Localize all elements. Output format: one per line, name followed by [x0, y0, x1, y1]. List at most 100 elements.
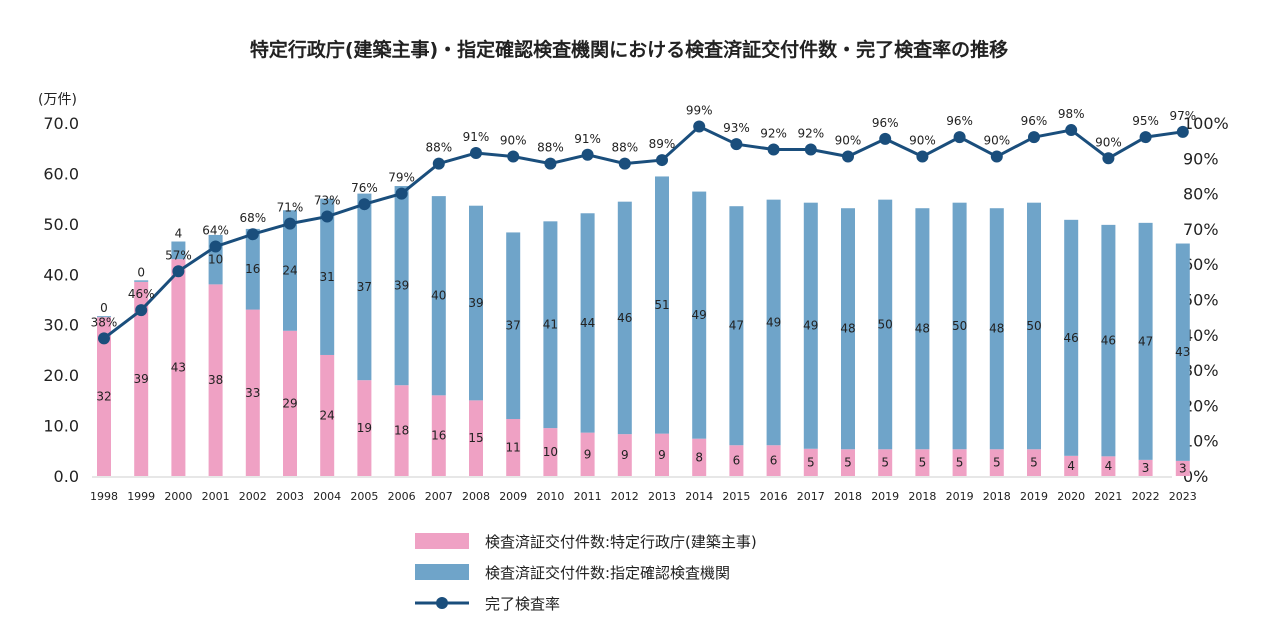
bar-shitei-label: 37	[357, 280, 372, 294]
x-tick-label: 2002	[239, 490, 267, 503]
rate-point	[1028, 131, 1040, 144]
rate-label: 97%	[1169, 109, 1196, 123]
bar-gyosei-label: 43	[171, 361, 186, 375]
bar-gyosei-label: 39	[134, 372, 149, 386]
bar-gyosei-label: 24	[320, 408, 335, 422]
chart-title: 特定行政庁(建築主事)・指定確認検査機関における検査済証交付件数・完了検査率の推…	[250, 38, 1008, 61]
bar-gyosei	[394, 385, 409, 476]
rate-label: 93%	[723, 121, 750, 135]
bar-gyosei	[617, 434, 632, 476]
bar-gyosei	[208, 284, 223, 476]
rate-point	[358, 198, 371, 211]
bar-gyosei-label: 11	[506, 441, 521, 455]
y-tick-label: 20.0	[43, 366, 79, 385]
x-tick-label: 2021	[1094, 490, 1122, 503]
bar-shitei	[766, 199, 781, 446]
rate-point	[842, 150, 854, 163]
rate-label: 88%	[425, 141, 452, 155]
legend-label-gyosei: 検査済証交付件数:特定行政庁(建築主事)	[485, 533, 757, 551]
x-tick-label: 2011	[574, 490, 602, 503]
x-tick-label: 2018	[983, 490, 1011, 503]
bar-shitei	[692, 191, 707, 439]
rate-point	[470, 147, 482, 160]
rate-label: 90%	[500, 134, 527, 148]
y-tick-label: 50.0	[43, 215, 79, 234]
rate-point	[98, 332, 110, 345]
bar-shitei-label: 48	[840, 322, 855, 336]
bar-shitei	[431, 196, 446, 396]
x-tick-label: 2013	[648, 490, 676, 503]
bar-gyosei	[431, 395, 446, 476]
bar-shitei	[989, 208, 1004, 450]
rate-label: 79%	[388, 171, 415, 185]
bar-gyosei	[1027, 449, 1041, 476]
bar-gyosei-label: 4	[1067, 459, 1075, 473]
bar-shitei-label: 24	[282, 264, 297, 278]
bar-shitei	[134, 280, 149, 282]
rate-point	[990, 150, 1003, 163]
bar-shitei	[283, 210, 297, 331]
y2-tick-label: 20%	[1183, 396, 1219, 415]
rate-line	[103, 124, 1184, 340]
legend-label-rate: 完了検査率	[485, 595, 560, 613]
bar-gyosei	[245, 309, 260, 476]
rate-point	[544, 157, 557, 170]
bar-shitei	[1101, 224, 1116, 457]
bar-gyosei-label: 8	[695, 450, 703, 464]
bar-gyosei-label: 15	[468, 431, 483, 445]
rate-label: 64%	[202, 224, 229, 238]
bar-gyosei-label: 3	[1179, 461, 1187, 475]
bar-shitei-label: 39	[468, 296, 483, 310]
y2-tick-label: 30%	[1183, 361, 1219, 380]
bar-shitei-label: 0	[137, 265, 145, 279]
rate-label: 91%	[463, 130, 490, 144]
bar-shitei-label: 51	[654, 298, 669, 312]
rate-label: 73%	[314, 194, 341, 208]
rate-point	[916, 150, 929, 163]
x-tick-label: 2023	[1169, 490, 1197, 503]
bar-gyosei	[952, 449, 967, 476]
bar-shitei-label: 48	[989, 322, 1004, 336]
bar-shitei-label: 50	[1026, 319, 1041, 333]
rate-label: 57%	[165, 248, 192, 262]
bar-gyosei	[989, 449, 1004, 476]
bar-gyosei	[841, 449, 855, 476]
bar-gyosei	[171, 259, 186, 476]
rate-label: 38%	[91, 315, 118, 329]
rate-point	[507, 150, 520, 163]
rate-point	[618, 157, 631, 170]
bar-shitei	[171, 241, 186, 260]
bar-gyosei	[506, 419, 521, 476]
bar-shitei-label: 49	[803, 319, 818, 333]
x-tick-label: 2017	[797, 490, 825, 503]
y-axis-unit: (万件)	[38, 92, 77, 108]
rate-label: 71%	[277, 201, 304, 215]
bar-shitei-label: 47	[1138, 334, 1153, 348]
bar-gyosei-label: 5	[881, 456, 889, 470]
bar-shitei-label: 37	[506, 319, 521, 333]
bar-shitei-label: 10	[208, 253, 223, 267]
bar-gyosei	[915, 449, 930, 476]
y2-tick-label: 10%	[1183, 432, 1219, 451]
rate-label: 92%	[760, 126, 787, 140]
bar-gyosei	[803, 448, 818, 476]
bar-shitei-label: 40	[431, 289, 446, 303]
rate-label: 91%	[574, 132, 601, 146]
legend-swatch-gyosei	[415, 533, 469, 549]
bar-shitei-label: 16	[245, 262, 260, 276]
y-tick-label: 10.0	[43, 417, 79, 436]
y-tick-label: 60.0	[43, 164, 79, 183]
x-tick-label: 2022	[1132, 490, 1160, 503]
bar-gyosei-label: 9	[621, 448, 629, 462]
x-tick-label: 2003	[276, 490, 304, 503]
bar-shitei-label: 46	[1101, 334, 1116, 348]
rate-label: 90%	[909, 134, 936, 148]
bar-shitei-label: 49	[692, 308, 707, 322]
bar-gyosei	[729, 445, 744, 476]
rate-label: 96%	[1021, 114, 1048, 128]
bar-gyosei	[134, 281, 149, 476]
rate-point	[172, 265, 185, 278]
bar-gyosei	[580, 432, 595, 476]
bar-gyosei-label: 6	[770, 454, 778, 468]
